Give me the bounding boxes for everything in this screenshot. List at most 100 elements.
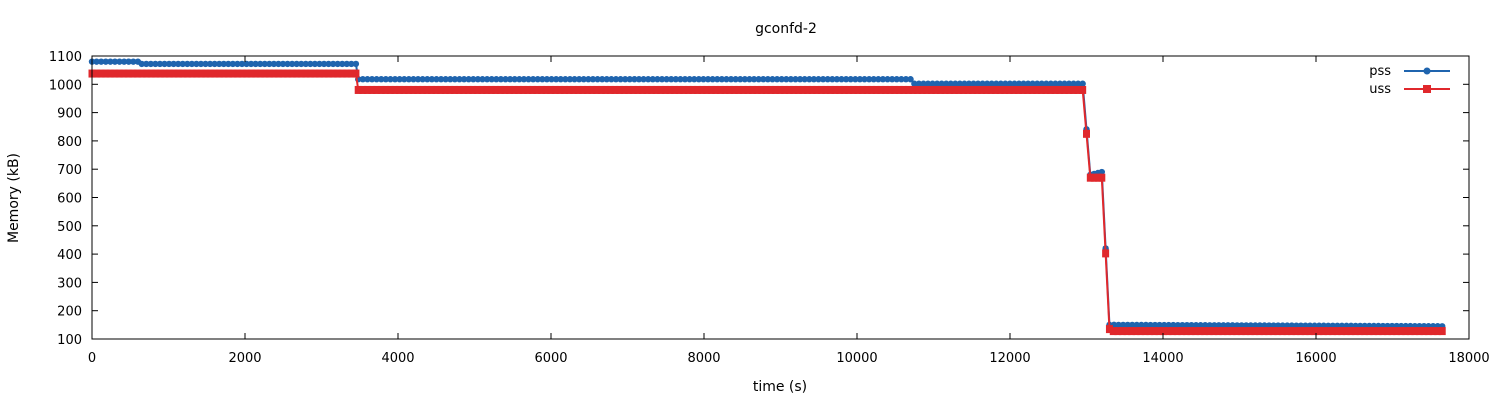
data-point-uss [211, 69, 219, 78]
data-point-uss [703, 85, 711, 94]
data-point-pss [170, 60, 177, 68]
data-point-pss [543, 76, 551, 83]
legend-label-pss: pss [1369, 64, 1391, 79]
data-point-uss [165, 69, 173, 78]
data-point-pss [378, 76, 385, 83]
data-point-pss [893, 76, 900, 83]
data-point-pss [220, 60, 227, 68]
y-axis-label: Memory (kB) [6, 153, 22, 243]
data-point-uss [1283, 327, 1291, 336]
data-point-uss [1192, 327, 1200, 336]
data-point-uss [707, 85, 715, 94]
data-point-pss [497, 76, 505, 83]
data-point-pss [456, 76, 463, 83]
data-point-uss [817, 85, 825, 94]
data-point-pss [933, 80, 941, 87]
data-point-uss [414, 85, 422, 94]
data-point-pss [626, 76, 633, 83]
data-point-uss [1132, 327, 1140, 336]
data-point-pss [548, 76, 555, 83]
data-point-uss [1146, 327, 1154, 336]
data-point-pss [270, 60, 278, 68]
data-point-uss [120, 69, 128, 78]
data-point-pss [460, 76, 468, 83]
data-point-uss [1028, 85, 1036, 94]
data-point-uss [334, 69, 342, 78]
data-point-pss [193, 60, 200, 68]
data-point-pss [1098, 168, 1106, 176]
data-point-uss [1079, 85, 1087, 94]
x-tick-label: 12000 [989, 351, 1030, 366]
data-point-uss [1196, 327, 1204, 336]
data-point-uss [959, 85, 967, 94]
data-point-pss [810, 76, 818, 83]
data-point-uss [771, 85, 779, 94]
data-point-pss [120, 58, 128, 65]
data-point-uss [638, 85, 646, 94]
data-point-pss [1029, 80, 1036, 87]
data-point-pss [414, 76, 422, 83]
data-point-uss [1383, 327, 1391, 336]
data-point-uss [1051, 85, 1059, 94]
y-tick-label: 700 [57, 163, 82, 178]
data-point-pss [1165, 321, 1172, 329]
data-point-pss [261, 60, 268, 68]
data-point-pss [865, 76, 873, 83]
data-point-uss [451, 85, 459, 94]
data-point-uss [1265, 327, 1273, 336]
data-point-pss [947, 80, 954, 87]
data-point-uss [519, 85, 527, 94]
data-point-pss [152, 60, 159, 68]
data-point-uss [206, 69, 214, 78]
data-point-uss [781, 85, 789, 94]
data-point-pss [1011, 80, 1018, 87]
data-point-uss [597, 85, 605, 94]
data-point-pss [479, 76, 486, 83]
data-point-uss [469, 85, 477, 94]
data-point-uss [306, 69, 314, 78]
data-point-pss [329, 60, 337, 68]
data-point-uss [1329, 327, 1337, 336]
data-point-uss [347, 69, 355, 78]
data-point-uss [373, 85, 381, 94]
data-point-uss [937, 85, 945, 94]
data-point-uss [1319, 327, 1327, 336]
data-point-pss [741, 76, 749, 83]
data-point-pss [668, 76, 675, 83]
data-point-pss [594, 76, 601, 83]
data-point-pss [907, 76, 914, 83]
data-point-pss [879, 76, 887, 83]
data-point-pss [316, 60, 323, 68]
data-point-uss [1351, 327, 1359, 336]
data-point-pss [359, 76, 367, 83]
data-point-pss [1247, 322, 1254, 329]
data-point-uss [1361, 327, 1369, 336]
data-point-uss [900, 85, 908, 94]
data-point-uss [556, 85, 564, 94]
data-point-pss [470, 76, 477, 83]
data-point-uss [767, 85, 775, 94]
data-point-uss [629, 85, 637, 94]
data-point-pss [806, 76, 813, 83]
data-point-pss [704, 76, 712, 83]
data-point-pss [161, 60, 168, 68]
data-point-uss [969, 85, 977, 94]
data-point-pss [1033, 80, 1041, 87]
data-point-pss [603, 76, 610, 83]
data-point-uss [284, 69, 292, 78]
data-point-uss [684, 85, 692, 94]
data-point-pss [852, 76, 859, 83]
data-point-pss [575, 76, 583, 83]
data-point-pss [838, 76, 845, 83]
data-point-uss [1155, 327, 1163, 336]
x-tick-label: 4000 [381, 351, 414, 366]
data-point-uss [1425, 327, 1433, 336]
data-point-uss [1310, 327, 1318, 336]
data-point-pss [1238, 322, 1245, 329]
data-point-uss [1098, 173, 1106, 182]
data-point-uss [886, 85, 894, 94]
data-point-uss [1306, 327, 1314, 336]
data-point-uss [297, 69, 305, 78]
data-point-pss [612, 76, 620, 83]
